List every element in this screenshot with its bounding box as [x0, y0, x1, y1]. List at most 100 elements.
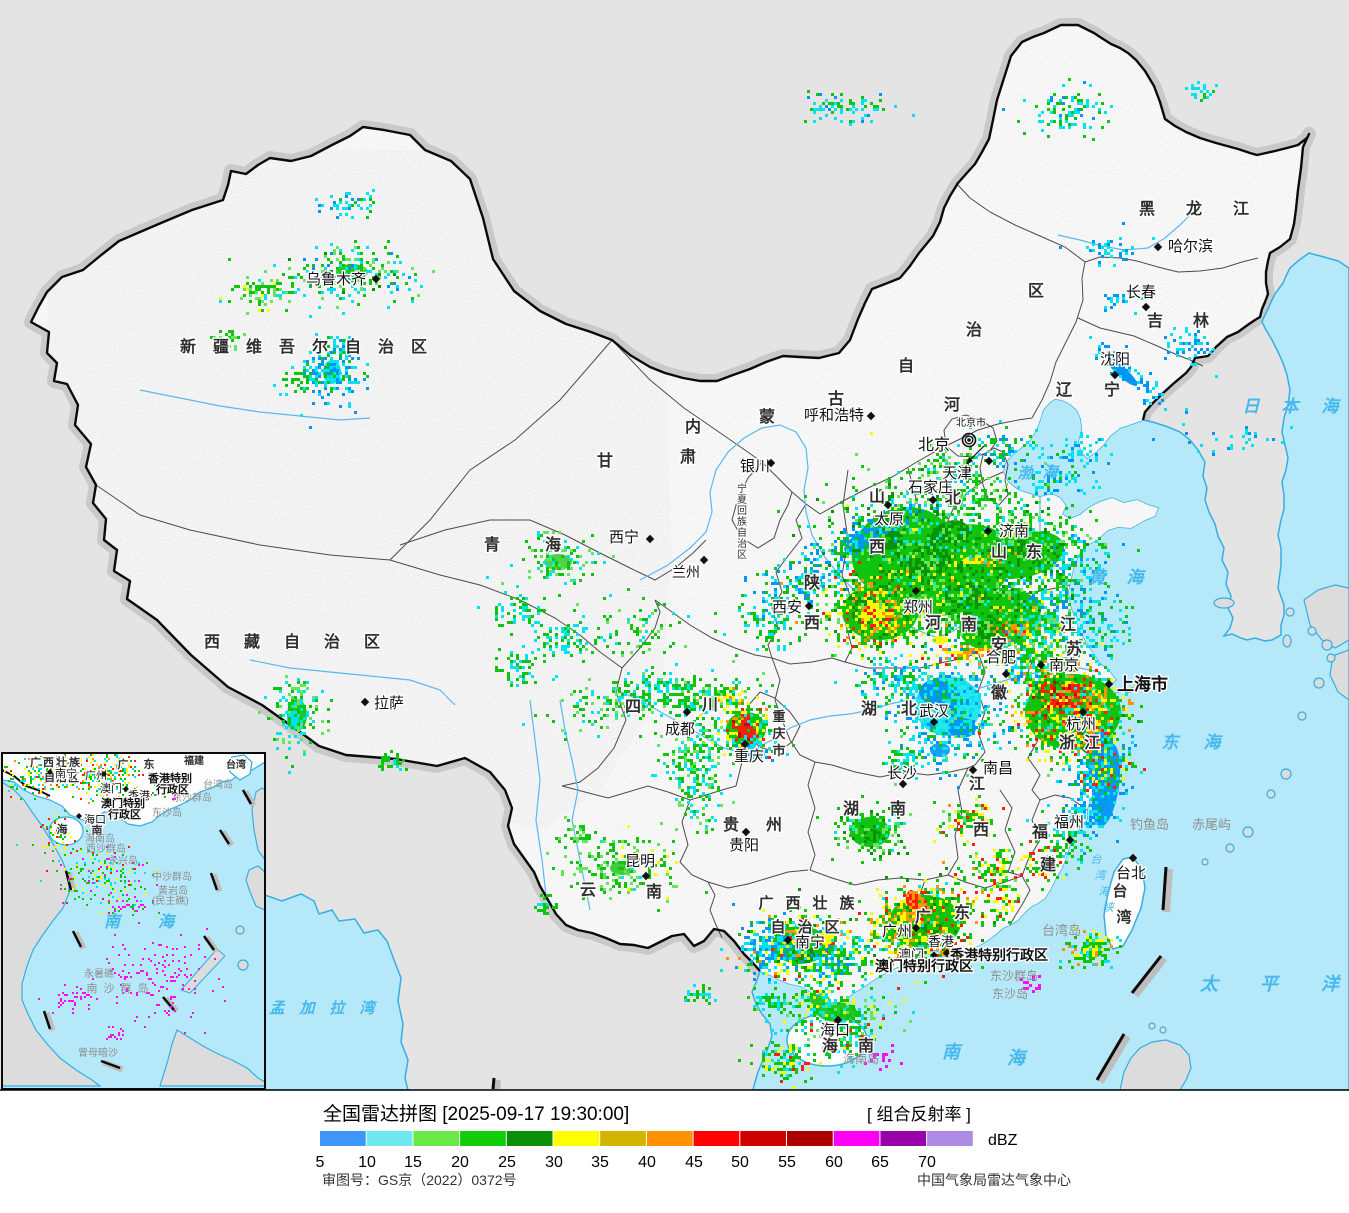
- svg-text:平: 平: [1260, 974, 1280, 994]
- svg-text:香港特别行政区: 香港特别行政区: [949, 947, 1048, 963]
- svg-text:疆: 疆: [213, 338, 229, 356]
- svg-text:峡: 峡: [1103, 901, 1116, 914]
- svg-text:南: 南: [858, 1036, 874, 1055]
- svg-text:回: 回: [737, 505, 747, 517]
- svg-text:海: 海: [545, 535, 561, 554]
- svg-text:岛: 岛: [138, 981, 149, 995]
- svg-text:东: 东: [144, 757, 155, 771]
- svg-text:福: 福: [1031, 822, 1048, 841]
- svg-text:湖: 湖: [861, 700, 877, 718]
- svg-text:60: 60: [825, 1154, 843, 1171]
- svg-text:海南岛: 海南岛: [843, 1051, 879, 1066]
- svg-text:西宁: 西宁: [609, 529, 639, 546]
- svg-text:南昌: 南昌: [983, 760, 1013, 777]
- svg-text:南: 南: [961, 615, 977, 634]
- svg-text:内: 内: [685, 417, 701, 436]
- svg-text:东沙群岛: 东沙群岛: [990, 968, 1038, 983]
- svg-text:自: 自: [284, 632, 300, 651]
- svg-text:广: 广: [118, 757, 129, 771]
- svg-text:市: 市: [772, 743, 785, 758]
- svg-text:台湾岛: 台湾岛: [203, 778, 233, 791]
- svg-text:贵阳: 贵阳: [729, 837, 759, 854]
- svg-text:50: 50: [731, 1154, 749, 1171]
- svg-text:海: 海: [158, 913, 177, 931]
- svg-text:武汉: 武汉: [919, 703, 949, 720]
- svg-text:拉: 拉: [329, 999, 346, 1017]
- svg-text:江: 江: [969, 775, 985, 793]
- svg-text:庆: 庆: [771, 726, 785, 741]
- svg-text:重: 重: [772, 709, 785, 724]
- svg-text:区: 区: [737, 549, 747, 561]
- svg-text:东: 东: [954, 903, 970, 922]
- svg-text:赤尾屿: 赤尾屿: [1192, 817, 1231, 832]
- svg-text:审图号：GS京（2022）0372号: 审图号：GS京（2022）0372号: [322, 1172, 517, 1188]
- svg-text:安: 安: [991, 635, 1007, 654]
- svg-text:区: 区: [1028, 282, 1044, 300]
- svg-text:海: 海: [822, 1036, 838, 1055]
- svg-text:自: 自: [345, 337, 361, 356]
- svg-text:宁: 宁: [737, 482, 747, 495]
- svg-text:山: 山: [991, 543, 1007, 561]
- svg-text:西: 西: [804, 614, 820, 632]
- svg-text:林: 林: [1193, 311, 1209, 330]
- svg-text:北: 北: [945, 489, 961, 507]
- svg-text:南: 南: [104, 913, 123, 931]
- svg-text:北: 北: [901, 700, 917, 718]
- svg-text:蒙: 蒙: [759, 407, 775, 426]
- svg-text:江: 江: [1060, 616, 1076, 634]
- svg-text:海: 海: [1007, 1048, 1028, 1068]
- svg-text:45: 45: [685, 1154, 703, 1171]
- svg-text:海: 海: [1127, 568, 1147, 587]
- svg-text:石家庄: 石家庄: [908, 478, 953, 496]
- svg-text:壮: 壮: [812, 894, 827, 912]
- svg-text:中沙群岛: 中沙群岛: [152, 870, 192, 883]
- svg-text:澳门: 澳门: [898, 947, 924, 962]
- svg-text:湖: 湖: [843, 800, 859, 818]
- svg-text:自: 自: [898, 356, 914, 375]
- svg-text:尔: 尔: [312, 337, 328, 356]
- svg-text:南: 南: [942, 1042, 963, 1062]
- svg-text:福建: 福建: [183, 754, 205, 767]
- svg-text:孟: 孟: [269, 1000, 286, 1017]
- svg-text:台: 台: [1091, 853, 1103, 866]
- svg-text:哈尔滨: 哈尔滨: [1168, 238, 1213, 255]
- svg-text:澳门特别: 澳门特别: [101, 796, 145, 810]
- svg-text:海: 海: [1322, 397, 1342, 416]
- svg-text:壮: 壮: [56, 755, 67, 769]
- svg-text:广: 广: [915, 907, 931, 926]
- svg-text:南: 南: [87, 982, 98, 995]
- svg-text:长沙: 长沙: [887, 765, 917, 782]
- svg-text:永兴岛: 永兴岛: [108, 854, 138, 867]
- svg-text:40: 40: [638, 1154, 656, 1171]
- svg-text:济南: 济南: [999, 523, 1029, 540]
- svg-text:藏: 藏: [244, 632, 260, 651]
- svg-text:肃: 肃: [680, 448, 696, 466]
- svg-text:西: 西: [785, 895, 800, 912]
- svg-text:夏: 夏: [737, 494, 747, 506]
- svg-text:吾: 吾: [279, 338, 295, 356]
- svg-text:自: 自: [44, 770, 55, 784]
- svg-text:广州: 广州: [882, 923, 912, 940]
- svg-text:龙: 龙: [1185, 199, 1202, 218]
- svg-text:族: 族: [69, 755, 81, 769]
- svg-text:黄: 黄: [1089, 568, 1109, 587]
- svg-text:区: 区: [68, 771, 79, 784]
- svg-text:区: 区: [364, 633, 380, 651]
- svg-text:10: 10: [358, 1154, 376, 1171]
- svg-text:台: 台: [1112, 882, 1127, 900]
- svg-text:东沙岛: 东沙岛: [992, 986, 1028, 1001]
- svg-text:合肥: 合肥: [986, 649, 1016, 666]
- svg-text:治: 治: [737, 537, 747, 550]
- svg-text:新: 新: [180, 337, 196, 356]
- svg-text:宁: 宁: [1104, 380, 1120, 399]
- svg-text:北京市: 北京市: [956, 416, 986, 429]
- svg-text:南京: 南京: [1049, 657, 1079, 674]
- svg-text:云: 云: [580, 882, 596, 899]
- svg-text:古: 古: [828, 389, 844, 408]
- svg-text:治: 治: [324, 632, 340, 651]
- svg-text:30: 30: [545, 1154, 563, 1171]
- svg-text:黑: 黑: [1139, 200, 1155, 218]
- svg-text:建: 建: [1040, 856, 1056, 874]
- svg-text:长春: 长春: [1126, 284, 1156, 301]
- svg-text:四: 四: [625, 699, 641, 716]
